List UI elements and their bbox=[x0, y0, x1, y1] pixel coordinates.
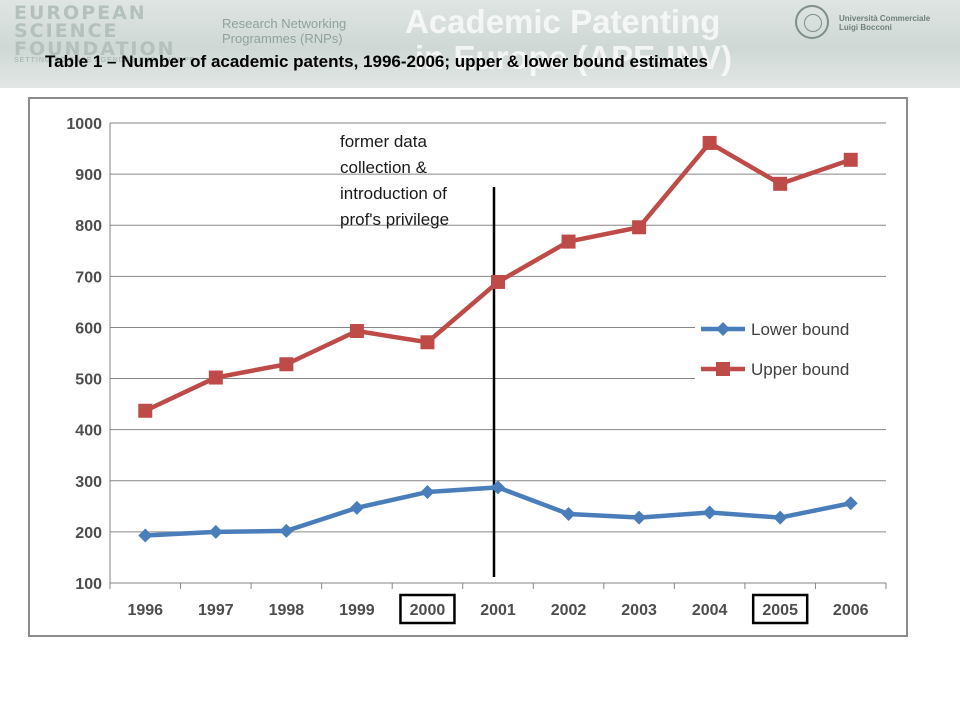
table-title: Table 1 – Number of academic patents, 19… bbox=[45, 52, 708, 71]
x-tick-label: 1997 bbox=[198, 602, 234, 619]
x-tick-label: 2004 bbox=[692, 602, 728, 619]
x-tick-label: 2003 bbox=[621, 602, 657, 619]
upper-bound-point bbox=[632, 220, 647, 235]
legend-diamond-icon bbox=[716, 322, 730, 336]
upper-bound-point bbox=[702, 135, 717, 150]
lower-bound-point bbox=[702, 505, 717, 520]
esf-logo-line-3: FOUNDATION bbox=[14, 38, 176, 60]
esf-tagline: SETTING SCIENCE AGENDAS FOR EUROPE bbox=[14, 57, 196, 64]
y-tick-label: 700 bbox=[75, 269, 102, 286]
patents-line-chart: 100 200 300 400 500 600 700 800 900 1000 1996 1997 1… bbox=[66, 116, 900, 625]
university-name: Università Commerciale Luigi Bocconi bbox=[839, 14, 930, 32]
watermark-line-2: in Europe (APE-INV) bbox=[415, 39, 733, 76]
y-tick-label: 200 bbox=[75, 525, 102, 542]
upper-bound-point bbox=[138, 403, 153, 418]
esf-logo: EUROPEAN SCIENCE FOUNDATION bbox=[14, 4, 204, 68]
upper-bound-point bbox=[561, 234, 576, 249]
x-tick-label: 2001 bbox=[480, 602, 516, 619]
upper-bound-point bbox=[420, 335, 435, 350]
lower-bound-point bbox=[349, 500, 364, 515]
highlight-box bbox=[751, 593, 809, 625]
university-line-1: Università Commerciale bbox=[839, 14, 931, 23]
lower-bound-point bbox=[279, 523, 294, 538]
annotation-line: introduction of bbox=[340, 184, 447, 203]
upper-bound-point bbox=[843, 152, 858, 167]
slide-watermark-title: Academic Patenting in Europe (APE-INV) bbox=[405, 4, 732, 76]
lower-bound-point bbox=[561, 507, 576, 521]
upper-bound-point bbox=[279, 357, 294, 372]
legend-label: Lower bound bbox=[751, 320, 849, 339]
series-line-lower bbox=[145, 485, 852, 538]
rnp-line-1: Research Networking bbox=[222, 16, 347, 31]
legend-label: Upper bound bbox=[751, 360, 849, 379]
rnp-line-2: Programmes (RNPs) bbox=[222, 31, 343, 46]
x-tick-label: 2005 bbox=[762, 602, 798, 619]
university-line-2: Luigi Bocconi bbox=[839, 23, 892, 32]
lower-bound-point bbox=[843, 496, 858, 511]
y-tick-label: 1000 bbox=[66, 116, 102, 133]
y-tick-label: 600 bbox=[75, 320, 102, 337]
upper-bound-point bbox=[349, 324, 364, 339]
upper-bound-point bbox=[208, 370, 223, 385]
y-tick-label: 500 bbox=[75, 372, 102, 389]
watermark-line-1: Academic Patenting bbox=[405, 3, 721, 40]
x-tick-label: 1996 bbox=[127, 602, 163, 619]
x-tick-label: 1999 bbox=[339, 602, 375, 619]
annotation-line: former data bbox=[340, 132, 427, 151]
x-tick-label: 2006 bbox=[833, 602, 869, 619]
legend-square-icon bbox=[716, 362, 730, 376]
rnp-label: Research Networking Programmes (RNPs) bbox=[222, 16, 346, 46]
y-tick-label: 400 bbox=[75, 423, 102, 440]
esf-logo-line-1: EUROPEAN bbox=[14, 2, 147, 24]
lower-bound-point bbox=[138, 528, 153, 543]
slide-header: EUROPEAN SCIENCE FOUNDATION SETTING SCIE… bbox=[0, 0, 960, 88]
lower-bound-point bbox=[208, 524, 223, 539]
chart-frame: 100 200 300 400 500 600 700 800 900 1000 1996 1997 1… bbox=[28, 97, 908, 637]
upper-bound-point bbox=[773, 176, 788, 191]
y-tick-label: 900 bbox=[75, 167, 102, 184]
y-tick-label: 800 bbox=[75, 218, 102, 235]
annotation-line: prof's privilege bbox=[340, 210, 449, 229]
annotation-line: collection & bbox=[340, 158, 428, 177]
lower-bound-point bbox=[773, 510, 788, 525]
y-tick-label: 100 bbox=[75, 576, 102, 593]
x-tick-label: 2002 bbox=[551, 602, 587, 619]
lower-bound-point bbox=[491, 480, 505, 495]
highlight-box bbox=[399, 593, 456, 625]
y-tick-label: 300 bbox=[75, 474, 102, 491]
x-tick-label: 1998 bbox=[269, 602, 305, 619]
esf-logo-line-2: SCIENCE bbox=[14, 20, 119, 42]
upper-bound-point bbox=[491, 274, 505, 289]
lower-bound-point bbox=[420, 485, 435, 500]
x-tick-label: 2000 bbox=[410, 602, 446, 619]
lower-bound-point bbox=[632, 510, 647, 525]
university-seal-icon bbox=[795, 5, 829, 39]
